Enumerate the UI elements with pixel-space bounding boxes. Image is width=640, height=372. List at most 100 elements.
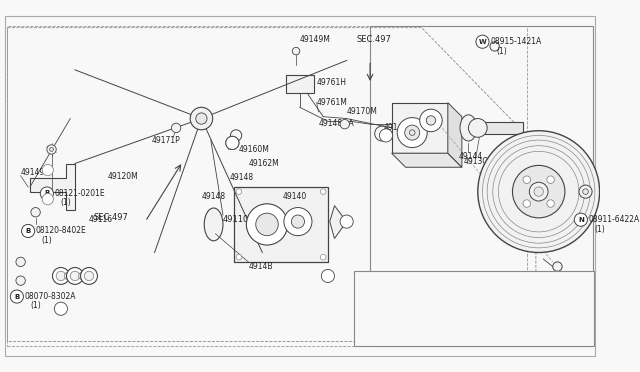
Circle shape: [547, 176, 554, 183]
Polygon shape: [392, 103, 448, 153]
Bar: [234, 187, 328, 262]
Text: 49140: 49140: [283, 192, 307, 201]
Bar: [354, 271, 594, 346]
Circle shape: [529, 182, 548, 201]
Text: B: B: [26, 228, 31, 234]
Circle shape: [583, 189, 588, 195]
Circle shape: [321, 254, 326, 260]
Text: 08915-1421A: 08915-1421A: [491, 37, 542, 46]
Text: 49149: 49149: [20, 169, 45, 177]
Circle shape: [42, 164, 53, 176]
Circle shape: [50, 148, 53, 151]
Bar: [476, 122, 523, 134]
Circle shape: [523, 200, 531, 207]
Text: 49160M: 49160M: [239, 145, 270, 154]
Circle shape: [534, 187, 543, 196]
Text: a: a: [230, 140, 234, 145]
Circle shape: [84, 271, 93, 280]
Text: 08120-8402E: 08120-8402E: [36, 227, 86, 235]
Text: B: B: [14, 294, 19, 299]
Text: 49761M: 49761M: [317, 98, 348, 107]
Bar: [370, 26, 593, 346]
Circle shape: [410, 130, 415, 135]
Circle shape: [56, 271, 65, 280]
Polygon shape: [330, 206, 347, 238]
Circle shape: [65, 272, 72, 280]
Text: 49170M: 49170M: [347, 108, 378, 116]
Circle shape: [420, 109, 442, 132]
Text: REMARKS - - - PART CODE 49110K INCLUDES: REMARKS - - - PART CODE 49110K INCLUDES: [361, 288, 541, 297]
Text: 49148: 49148: [230, 173, 253, 182]
Text: a: a: [345, 219, 349, 224]
Circle shape: [523, 176, 531, 183]
Circle shape: [397, 118, 428, 148]
Text: 08121-0201E: 08121-0201E: [54, 189, 105, 198]
Text: N: N: [578, 217, 584, 223]
Circle shape: [190, 107, 212, 130]
Text: SEC.497: SEC.497: [93, 214, 129, 222]
Circle shape: [16, 276, 26, 285]
Text: 49148: 49148: [202, 192, 225, 201]
Text: 49148+A: 49148+A: [319, 119, 355, 128]
Circle shape: [10, 290, 24, 303]
Circle shape: [236, 254, 242, 260]
Text: (1): (1): [41, 236, 52, 245]
Text: a: a: [384, 133, 388, 138]
Circle shape: [226, 137, 239, 150]
Circle shape: [81, 267, 97, 284]
Ellipse shape: [460, 115, 477, 141]
Circle shape: [79, 272, 86, 280]
Circle shape: [292, 47, 300, 55]
Circle shape: [256, 213, 278, 235]
Circle shape: [42, 193, 53, 205]
Text: 08911-6422A: 08911-6422A: [588, 215, 639, 224]
Text: 49120M: 49120M: [108, 172, 138, 181]
Text: © MARKED PARTS.: © MARKED PARTS.: [361, 304, 430, 313]
Circle shape: [340, 119, 349, 129]
Polygon shape: [30, 164, 75, 210]
Circle shape: [228, 139, 236, 147]
Bar: [8, 26, 527, 346]
Circle shape: [340, 215, 353, 228]
Text: B: B: [44, 190, 49, 196]
Text: R: 900000: R: 900000: [540, 331, 581, 340]
Circle shape: [404, 125, 420, 140]
Text: 49149M: 49149M: [300, 35, 331, 44]
Text: 49116: 49116: [89, 215, 113, 224]
Text: 49162M: 49162M: [248, 159, 279, 168]
Text: a: a: [326, 273, 330, 278]
Circle shape: [47, 145, 56, 154]
Circle shape: [476, 35, 489, 48]
Circle shape: [426, 116, 436, 125]
Circle shape: [478, 131, 600, 253]
Circle shape: [513, 166, 565, 218]
Bar: [285, 74, 314, 93]
Text: a: a: [59, 306, 63, 311]
Circle shape: [196, 113, 207, 124]
Circle shape: [40, 187, 53, 200]
Circle shape: [380, 129, 392, 142]
Text: 49148+A: 49148+A: [384, 124, 420, 132]
Text: W: W: [479, 39, 486, 45]
Circle shape: [574, 213, 588, 226]
Text: 4914B: 4914B: [248, 262, 273, 271]
Circle shape: [553, 262, 562, 271]
Text: 49110A: 49110A: [536, 272, 565, 280]
Text: 49171P: 49171P: [152, 135, 180, 145]
Text: 4913O: 4913O: [463, 157, 488, 166]
Polygon shape: [448, 103, 462, 167]
Circle shape: [54, 302, 67, 315]
Circle shape: [468, 119, 487, 137]
Text: SEC.497: SEC.497: [356, 35, 391, 44]
Circle shape: [31, 208, 40, 217]
Circle shape: [236, 189, 242, 195]
Text: 49761H: 49761H: [317, 78, 347, 87]
Text: 49144: 49144: [459, 151, 483, 161]
Circle shape: [16, 257, 26, 267]
Text: 49110: 49110: [223, 215, 249, 224]
Circle shape: [52, 267, 69, 284]
Circle shape: [67, 267, 83, 284]
Circle shape: [321, 269, 335, 282]
Circle shape: [22, 224, 35, 238]
Circle shape: [246, 204, 287, 245]
